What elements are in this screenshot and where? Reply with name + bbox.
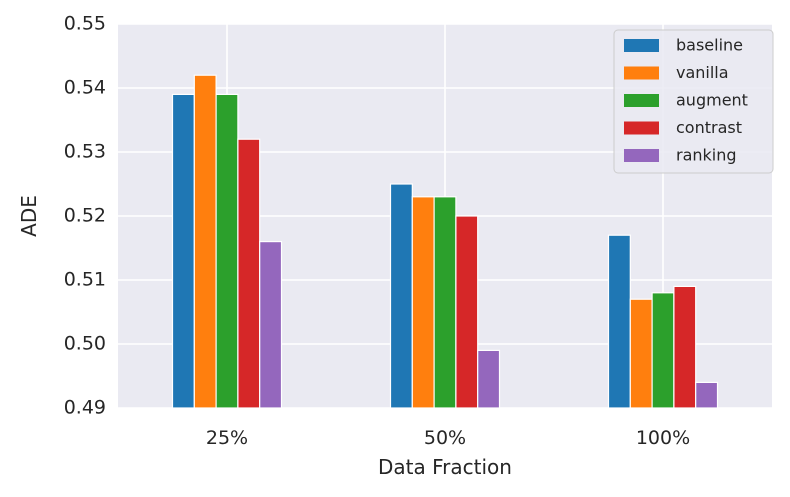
bar-ranking-2 bbox=[695, 381, 719, 409]
bar-baseline-2 bbox=[607, 234, 631, 409]
y-tick-labels: 0.49 0.50 0.51 0.52 0.53 0.54 0.55 bbox=[64, 13, 106, 419]
legend-swatch-baseline bbox=[624, 39, 659, 52]
legend-label-vanilla: vanilla bbox=[676, 63, 729, 82]
y-tick-label: 0.54 bbox=[64, 77, 106, 99]
bar-vanilla-2 bbox=[629, 298, 653, 409]
bar-contrast-2 bbox=[673, 285, 697, 409]
legend-swatch-augment bbox=[624, 94, 659, 107]
bar-augment-2 bbox=[651, 292, 675, 409]
legend-label-ranking: ranking bbox=[676, 146, 737, 165]
y-tick-label: 0.52 bbox=[64, 205, 106, 227]
legend-label-augment: augment bbox=[676, 91, 748, 110]
y-tick-label: 0.50 bbox=[64, 333, 106, 355]
bar-augment-0 bbox=[215, 93, 239, 409]
x-tick-labels: 25% 50% 100% bbox=[206, 427, 690, 449]
x-axis-label: Data Fraction bbox=[378, 455, 512, 479]
legend: baseline vanilla augment contrast ranking bbox=[613, 29, 774, 174]
x-tick-label: 25% bbox=[206, 427, 248, 449]
legend-swatch-contrast bbox=[624, 121, 659, 135]
bar-augment-1 bbox=[433, 196, 457, 409]
bar-contrast-0 bbox=[237, 138, 261, 409]
bar-baseline-0 bbox=[171, 93, 195, 409]
y-axis-label: ADE bbox=[17, 195, 41, 237]
x-tick-label: 100% bbox=[636, 427, 690, 449]
bars bbox=[171, 74, 719, 409]
y-tick-label: 0.55 bbox=[64, 13, 106, 35]
x-tick-label: 50% bbox=[424, 427, 466, 449]
bar-contrast-1 bbox=[455, 215, 479, 409]
y-tick-label: 0.51 bbox=[64, 269, 106, 291]
y-tick-label: 0.49 bbox=[64, 397, 106, 419]
legend-label-contrast: contrast bbox=[676, 118, 742, 137]
y-tick-label: 0.53 bbox=[64, 141, 106, 163]
bar-vanilla-0 bbox=[193, 74, 217, 409]
bar-ranking-1 bbox=[477, 349, 501, 409]
bar-baseline-1 bbox=[389, 183, 413, 409]
bar-ranking-0 bbox=[259, 241, 283, 409]
legend-swatch-ranking bbox=[624, 149, 659, 162]
legend-swatch-vanilla bbox=[624, 66, 659, 80]
legend-label-baseline: baseline bbox=[676, 36, 743, 55]
bar-vanilla-1 bbox=[411, 196, 435, 409]
legend-box bbox=[613, 29, 774, 174]
